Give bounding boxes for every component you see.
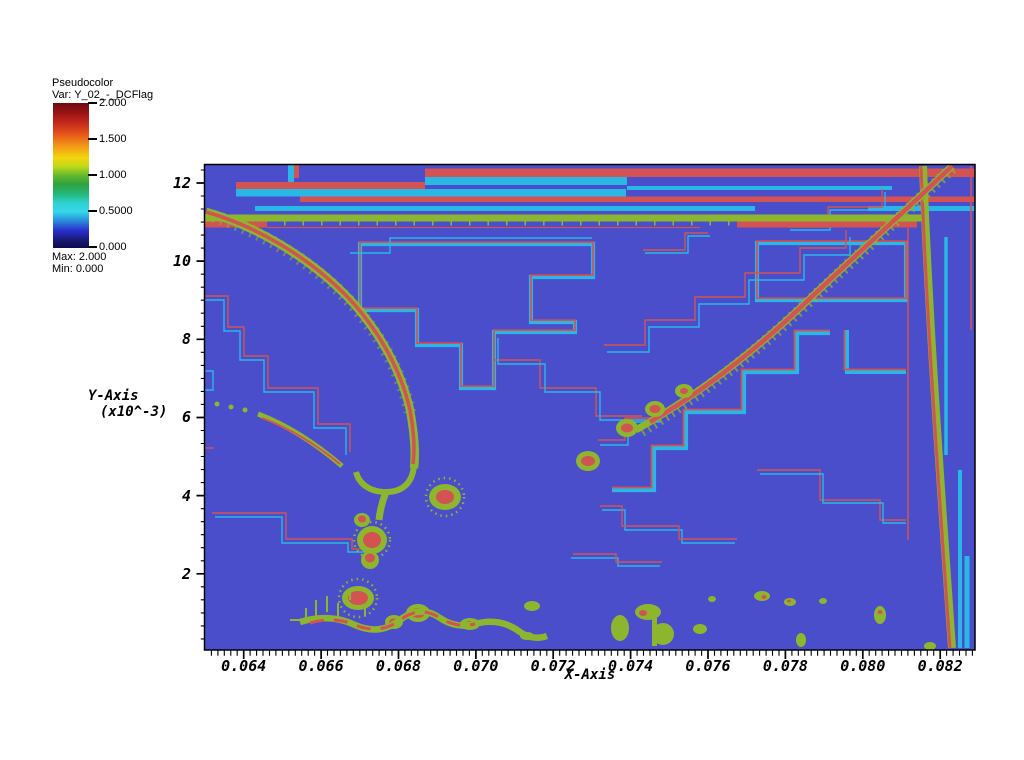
y-axis-title-line2: (x10^-3)	[100, 404, 168, 420]
y-axis-minor-ticks	[200, 169, 205, 640]
y-tick-label: 2	[181, 564, 191, 583]
y-axis-title-line1: Y-Axis	[88, 388, 139, 404]
x-tick-label: 0.080	[840, 657, 886, 675]
colorbar-tick-label: 1.500	[99, 133, 127, 145]
x-tick-label: 0.078	[762, 657, 808, 675]
bow-shock	[205, 207, 420, 521]
colorbar-tick-label: 0.000	[99, 241, 127, 253]
x-axis-major-ticks	[242, 650, 942, 659]
y-axis-title: Y-Axis (x10^-3)	[88, 388, 184, 420]
legend-max-label: Max: 2.000	[52, 251, 107, 263]
y-tick-label: 12	[172, 173, 191, 192]
plot-border	[203, 163, 976, 651]
colorbar-tick	[88, 138, 97, 140]
y-tick-label: 8	[181, 330, 191, 349]
bottom-wavy-front	[290, 590, 549, 642]
legend-var-label: Var: Y_02_-_DCFlag	[52, 89, 154, 101]
x-axis-title: X-Axis	[564, 667, 616, 683]
x-tick-label: 0.070	[453, 657, 499, 675]
y-tick-label: 6	[181, 408, 191, 427]
colorbar	[53, 103, 89, 248]
x-tick-label: 0.076	[685, 657, 731, 675]
bottom-right-patches	[611, 591, 936, 650]
colorbar-tick	[88, 174, 97, 176]
x-tick-label: 0.064	[221, 657, 267, 675]
y-tick-label: 10	[172, 252, 191, 271]
x-axis-minor-ticks	[210, 650, 973, 656]
amr-patch-outlines-thick	[357, 240, 909, 493]
colorbar-tick-label: 2.000	[99, 97, 127, 109]
x-tick-label: 0.082	[917, 657, 963, 675]
x-tick-label: 0.072	[530, 657, 576, 675]
colorbar-tick-label: 1.000	[99, 169, 127, 181]
colorbar-tick	[88, 210, 97, 212]
x-tick-label: 0.074	[608, 657, 654, 675]
right-vertical-front	[907, 165, 972, 649]
colorbar-tick	[88, 246, 97, 248]
legend-min-label: Min: 0.000	[52, 263, 104, 275]
legend-title: Pseudocolor	[52, 77, 114, 89]
y-axis-major-ticks	[196, 182, 205, 575]
oblique-shock	[634, 165, 957, 438]
x-tick-label: 0.068	[375, 657, 422, 675]
x-tick-label: 0.066	[298, 657, 344, 675]
colorbar-tick	[88, 102, 97, 104]
colorbar-tick-label: 0.5000	[99, 205, 133, 217]
amr-patch-outlines-thin	[205, 189, 906, 567]
y-tick-label: 4	[181, 486, 191, 505]
